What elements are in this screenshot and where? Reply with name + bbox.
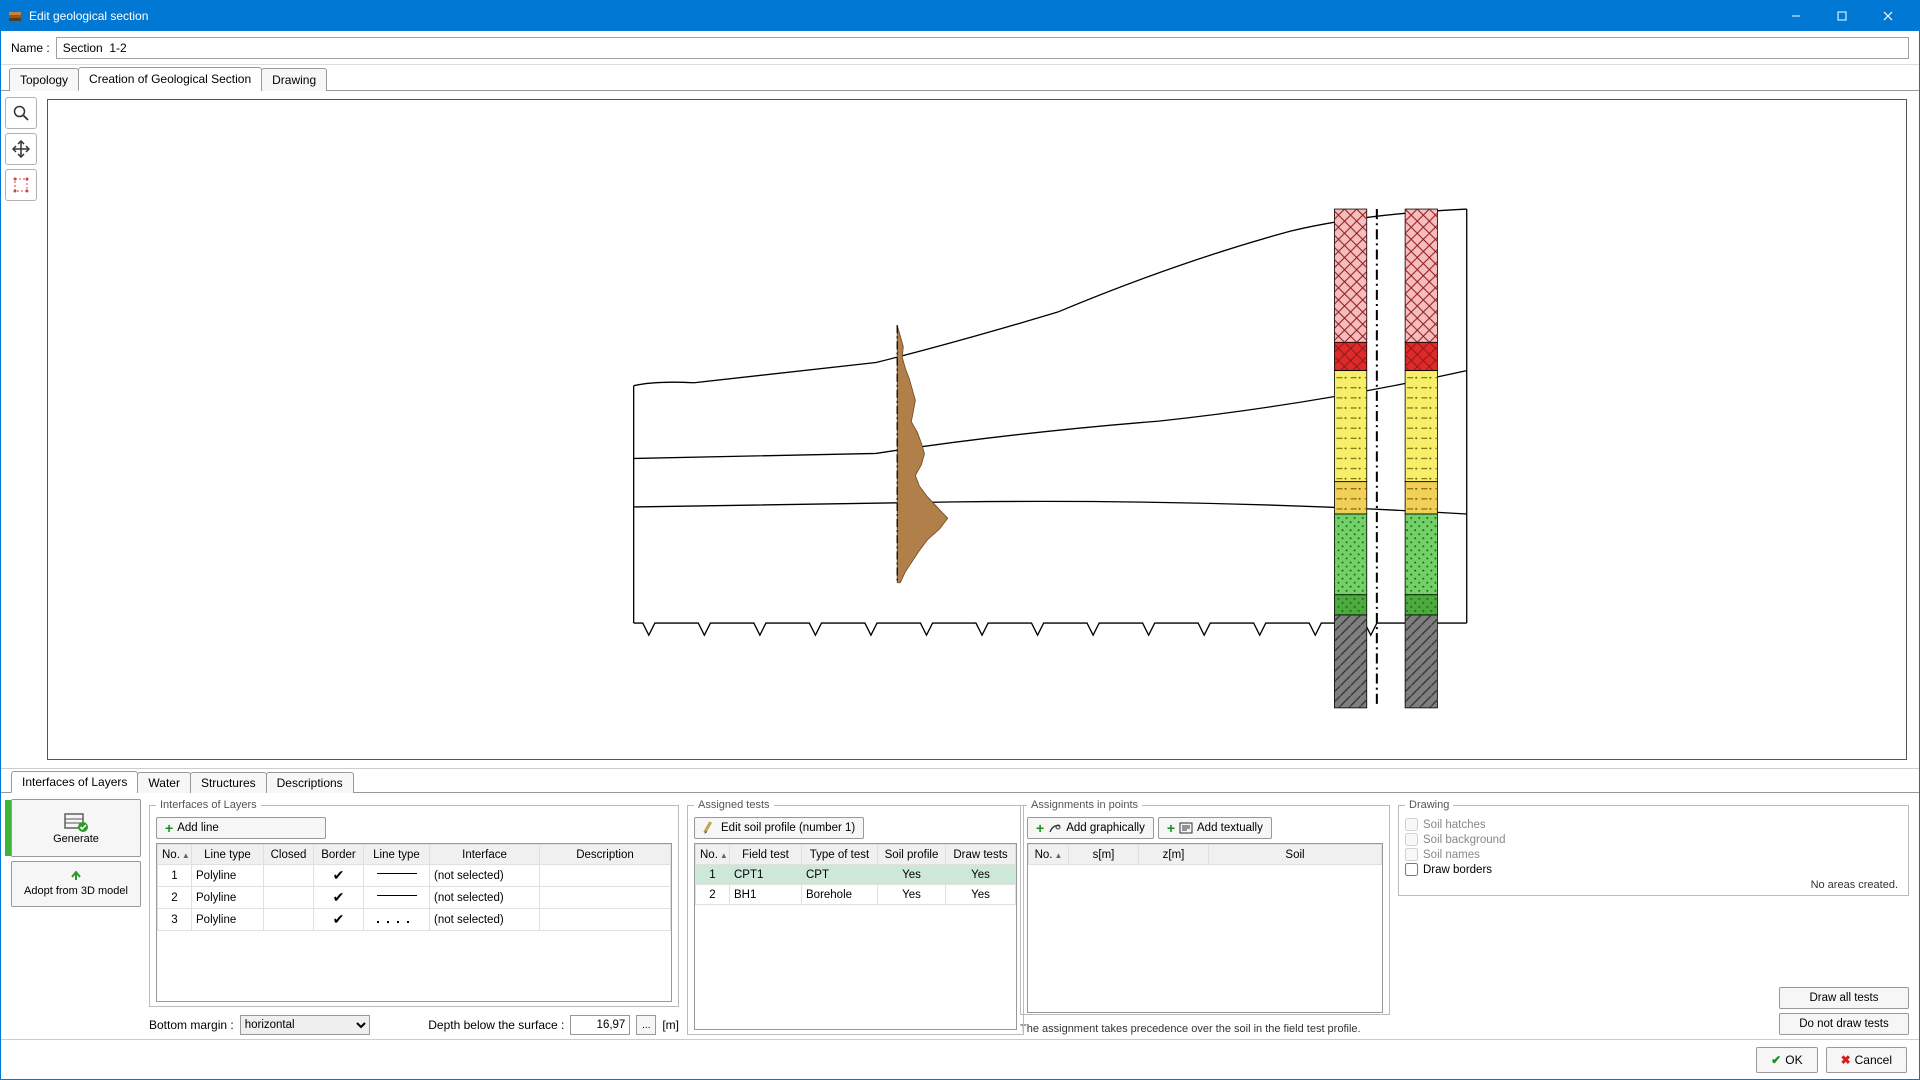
drawing-check: Soil background [1405,832,1902,847]
maximize-button[interactable] [1819,1,1865,31]
generate-button[interactable]: Generate [11,799,141,857]
x-icon: ✖ [1841,1053,1851,1067]
pan-tool-button[interactable] [5,133,37,165]
top-tab[interactable]: Drawing [261,68,327,91]
interfaces-table[interactable]: No.▲Line typeClosedBorderLine typeInterf… [157,844,671,931]
graphic-icon [1048,822,1062,834]
add-line-button[interactable]: + Add line [156,817,326,839]
generate-label: Generate [53,833,99,845]
app-icon [7,8,23,24]
top-tab[interactable]: Creation of Geological Section [78,67,262,91]
canvas-toolbar [1,91,43,768]
zoom-tool-button[interactable] [5,97,37,129]
window-title: Edit geological section [29,9,1773,23]
drawing-check: Soil hatches [1405,817,1902,832]
tests-legend: Assigned tests [694,799,774,811]
bottom-margin-select[interactable]: horizontal [240,1015,370,1035]
points-legend: Assignments in points [1027,799,1142,811]
edit-icon [703,821,717,835]
add-textually-button[interactable]: + Add textually [1158,817,1272,839]
minimize-button[interactable] [1773,1,1819,31]
tests-table[interactable]: No.▲Field testType of testSoil profileDr… [695,844,1016,905]
table-row[interactable]: 2Polyline✔(not selected) [158,887,671,909]
generate-icon [63,811,89,833]
table-row[interactable]: 3Polyline✔(not selected) [158,909,671,931]
bottom-margin-label: Bottom margin : [149,1018,234,1032]
drawing-check[interactable]: Draw borders [1405,862,1902,877]
adopt-label: Adopt from 3D model [24,885,128,897]
adopt-3d-button[interactable]: Adopt from 3D model [11,861,141,907]
bottom-tab[interactable]: Water [137,772,191,793]
do-not-draw-tests-button[interactable]: Do not draw tests [1779,1013,1909,1035]
drawing-check: Soil names [1405,847,1902,862]
name-label: Name : [11,41,50,55]
top-tab[interactable]: Topology [9,68,79,91]
top-tabs: TopologyCreation of Geological SectionDr… [1,65,1919,91]
table-row[interactable]: 2BH1BoreholeYesYes [696,885,1016,905]
plus-icon: + [1167,821,1175,835]
check-icon: ✔ [1771,1053,1781,1067]
table-row[interactable]: 1CPT1CPTYesYes [696,865,1016,885]
drawing-info: No areas created. [1405,877,1902,891]
add-graphically-button[interactable]: + Add graphically [1027,817,1154,839]
points-note: The assignment takes precedence over the… [1020,1019,1390,1035]
section-name-input[interactable] [56,37,1909,59]
section-canvas[interactable] [47,99,1907,760]
text-icon [1179,822,1193,834]
adopt-icon [70,871,82,885]
cancel-button[interactable]: ✖Cancel [1826,1047,1907,1073]
interfaces-legend: Interfaces of Layers [156,799,261,811]
bottom-tab[interactable]: Interfaces of Layers [11,771,138,793]
close-button[interactable] [1865,1,1911,31]
bottom-tabs: Interfaces of LayersWaterStructuresDescr… [1,769,1919,793]
draw-all-tests-button[interactable]: Draw all tests [1779,987,1909,1009]
plus-icon: + [165,821,173,835]
extent-tool-button[interactable] [5,169,37,201]
drawing-legend: Drawing [1405,799,1453,811]
edit-soil-profile-button[interactable]: Edit soil profile (number 1) [694,817,864,839]
bottom-tab[interactable]: Structures [190,772,267,793]
ok-button[interactable]: ✔OK [1756,1047,1817,1073]
points-table[interactable]: No.▲s[m]z[m]Soil [1028,844,1382,865]
depth-input[interactable] [570,1015,630,1035]
depth-unit: [m] [662,1018,679,1032]
bottom-tab[interactable]: Descriptions [266,772,354,793]
titlebar: Edit geological section [1,1,1919,31]
table-row[interactable]: 1Polyline✔(not selected) [158,865,671,887]
depth-more-button[interactable]: ... [636,1015,656,1035]
depth-label: Depth below the surface : [428,1018,564,1032]
plus-icon: + [1036,821,1044,835]
